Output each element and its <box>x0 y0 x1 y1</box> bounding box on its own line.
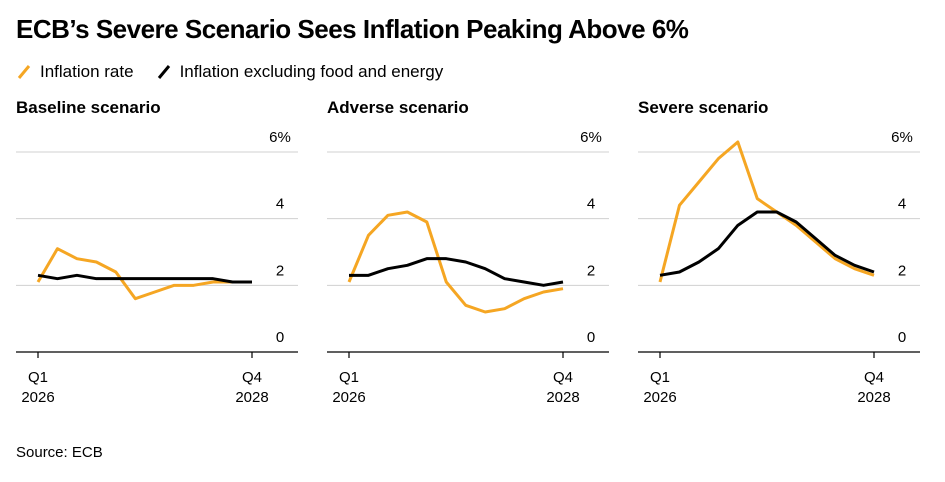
y-tick-label: 0 <box>587 329 595 346</box>
legend-item-inflation: Inflation rate <box>16 62 134 82</box>
y-tick-label: 2 <box>898 262 906 279</box>
y-tick-label: 6% <box>269 129 291 146</box>
x-tick-label-year: 2028 <box>857 389 890 406</box>
series-line-core-inflation <box>349 257 564 287</box>
x-tick-label: Q1 <box>28 369 48 386</box>
x-tick-label-year: 2026 <box>332 389 365 406</box>
y-tick-label: 6% <box>580 129 602 146</box>
chart-title: ECB’s Severe Scenario Sees Inflation Pea… <box>16 14 689 44</box>
legend-label-inflation: Inflation rate <box>40 62 134 81</box>
panel-severe: Severe scenario 0 2 4 6% Q1 2026 Q4 2028 <box>638 96 933 416</box>
legend: Inflation rate Inflation excluding food … <box>16 62 465 82</box>
panel-title-severe: Severe scenario <box>638 98 769 117</box>
x-tick-label: Q4 <box>864 369 884 386</box>
legend-label-core-inflation: Inflation excluding food and energy <box>179 62 444 81</box>
legend-swatch-core-icon <box>157 65 170 79</box>
x-tick-label: Q4 <box>553 369 573 386</box>
y-tick-label: 6% <box>891 129 913 146</box>
series-line-inflation-rate <box>658 140 875 283</box>
panel-adverse: Adverse scenario 0 2 4 6% Q1 2026 Q4 2028 <box>327 96 622 416</box>
x-tick-label: Q1 <box>339 369 359 386</box>
chart-baseline: 0 2 4 6% Q1 2026 Q4 2028 <box>16 129 298 406</box>
series-line-inflation-rate <box>347 210 564 314</box>
x-tick-label: Q4 <box>242 369 262 386</box>
series-line-inflation-rate <box>36 247 252 301</box>
legend-item-core-inflation: Inflation excluding food and energy <box>156 62 444 82</box>
y-tick-label: 4 <box>587 196 595 213</box>
x-tick-label-year: 2026 <box>21 389 54 406</box>
panel-title-adverse: Adverse scenario <box>327 98 469 117</box>
chart-severe: 0 2 4 6% Q1 2026 Q4 2028 <box>638 129 920 406</box>
x-tick-label-year: 2028 <box>235 389 268 406</box>
y-tick-label: 0 <box>276 329 284 346</box>
y-tick-label: 0 <box>898 329 906 346</box>
series-line-core-inflation <box>659 210 875 277</box>
panel-baseline: Baseline scenario 0 2 4 6% Q1 2026 Q4 2028 <box>16 96 311 416</box>
y-tick-label: 2 <box>276 262 284 279</box>
y-tick-label: 4 <box>898 196 906 213</box>
panel-title-baseline: Baseline scenario <box>16 98 161 117</box>
x-tick-label-year: 2028 <box>546 389 579 406</box>
series-line-core-inflation <box>37 273 252 284</box>
y-tick-label: 4 <box>276 196 284 213</box>
x-tick-label-year: 2026 <box>643 389 676 406</box>
chart-adverse: 0 2 4 6% Q1 2026 Q4 2028 <box>327 129 609 406</box>
legend-swatch-inflation-icon <box>17 65 31 79</box>
x-tick-label: Q1 <box>650 369 670 386</box>
source-note: Source: ECB <box>16 444 103 461</box>
y-tick-label: 2 <box>587 262 595 279</box>
